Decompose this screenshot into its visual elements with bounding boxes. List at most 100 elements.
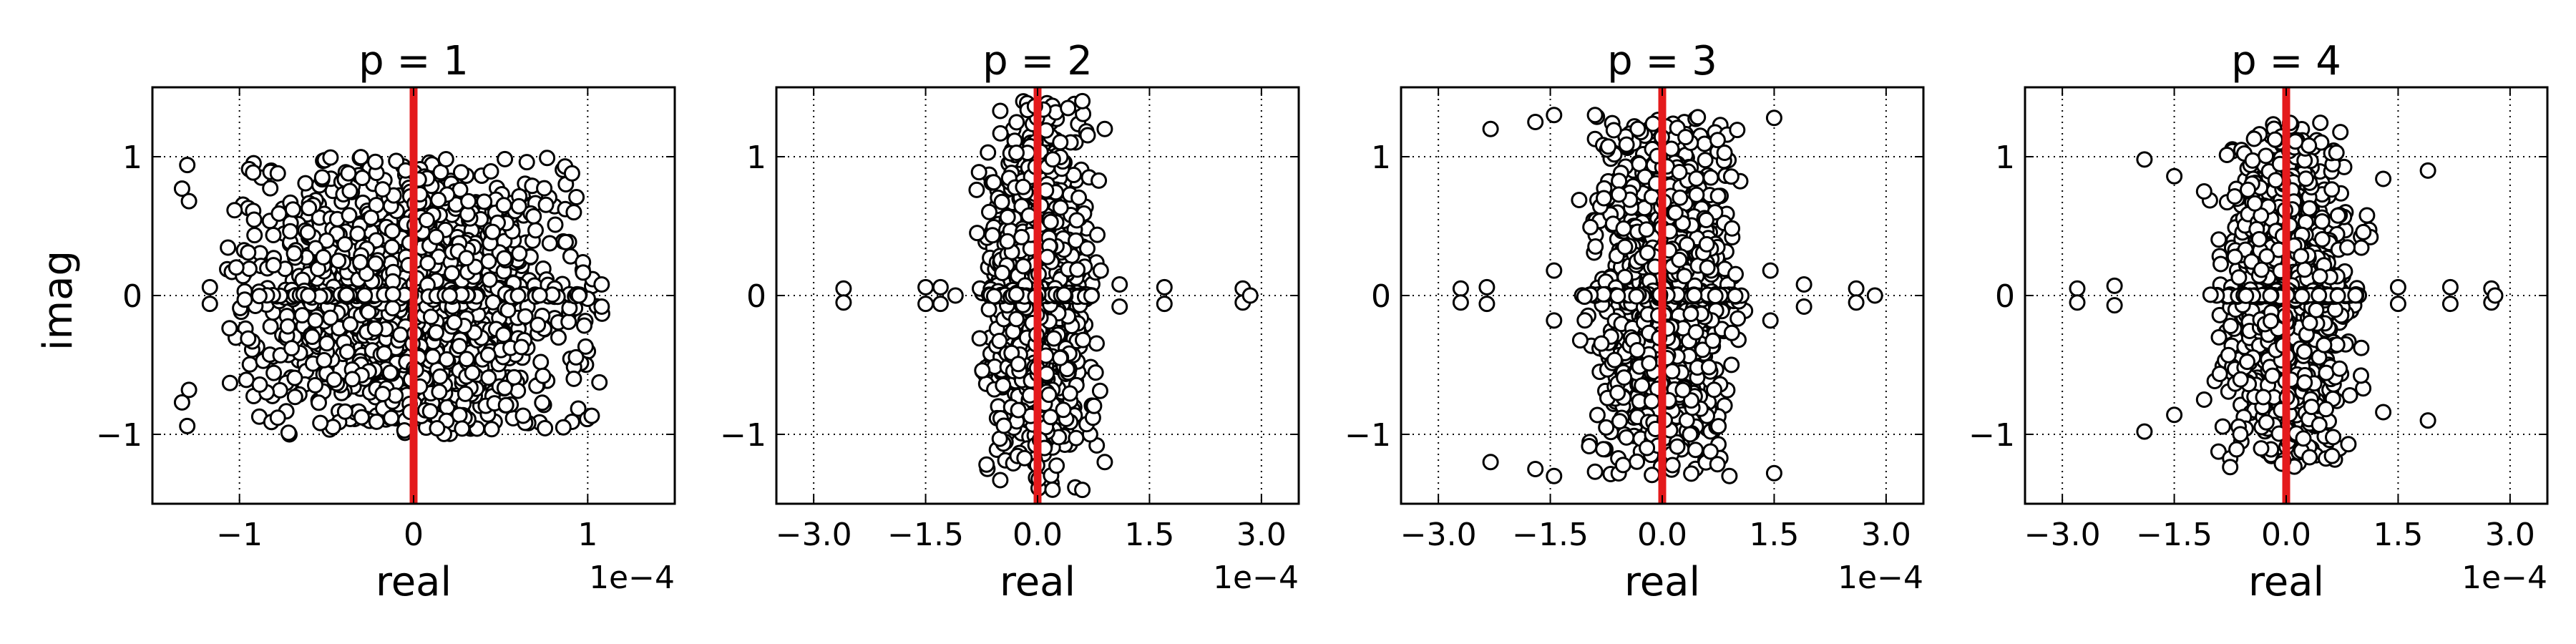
data-point xyxy=(992,125,1009,142)
data-point xyxy=(565,370,582,387)
data-point xyxy=(1694,341,1711,358)
data-point xyxy=(532,353,550,371)
data-point xyxy=(179,417,196,434)
data-point xyxy=(484,223,501,240)
data-point xyxy=(995,377,1012,394)
data-point xyxy=(511,245,528,262)
data-point xyxy=(367,255,384,272)
y-tick-label: −1 xyxy=(720,417,766,454)
data-point xyxy=(496,379,513,396)
data-point xyxy=(1068,212,1085,229)
data-point xyxy=(1700,358,1717,376)
data-point xyxy=(1088,335,1105,352)
data-point xyxy=(312,414,329,431)
data-point xyxy=(1664,457,1681,474)
data-point xyxy=(981,203,997,220)
data-point xyxy=(430,191,447,208)
data-point xyxy=(1589,406,1606,424)
data-point xyxy=(1795,276,1813,293)
data-point xyxy=(978,456,995,473)
y-tick-label: 0 xyxy=(122,278,142,315)
data-point xyxy=(1042,409,1059,426)
x-tick-label: −1.5 xyxy=(887,517,964,553)
data-point xyxy=(531,287,548,304)
data-point xyxy=(2318,364,2335,381)
data-point xyxy=(1546,262,1563,279)
data-point xyxy=(985,174,1002,191)
x-offset-text: 1e−4 xyxy=(589,560,675,596)
data-point xyxy=(1677,129,1694,146)
data-point xyxy=(1060,99,1077,117)
data-point xyxy=(1610,186,1627,203)
data-point xyxy=(497,150,514,167)
data-point xyxy=(1013,228,1030,245)
x-tick-label: −1.5 xyxy=(1512,517,1589,553)
data-point xyxy=(1096,454,1113,471)
y-tick-label: −1 xyxy=(96,417,142,454)
data-point xyxy=(271,381,288,399)
data-point xyxy=(384,238,401,255)
data-point xyxy=(1702,169,1719,186)
data-point xyxy=(1721,467,1738,484)
data-point xyxy=(201,296,218,313)
data-point xyxy=(1576,312,1594,329)
data-point xyxy=(970,164,987,181)
data-point xyxy=(1015,258,1032,275)
data-point xyxy=(464,364,481,381)
data-point xyxy=(1724,220,1740,237)
data-point xyxy=(980,144,997,161)
data-point xyxy=(1616,238,1634,255)
x-axis-label: real xyxy=(1624,559,1700,605)
data-point xyxy=(343,371,361,388)
data-point xyxy=(1478,278,1496,296)
data-point xyxy=(236,291,253,308)
data-point xyxy=(1586,107,1604,124)
data-point xyxy=(1069,261,1086,278)
data-point xyxy=(971,330,988,347)
data-point xyxy=(396,422,413,439)
x-tick-label: 3.0 xyxy=(1236,517,1287,553)
data-point xyxy=(1634,377,1651,394)
data-point xyxy=(1527,461,1544,477)
data-point xyxy=(1669,438,1686,455)
data-point xyxy=(1697,152,1714,169)
data-point xyxy=(1008,286,1025,303)
data-point xyxy=(1682,426,1699,443)
data-point xyxy=(1848,294,1865,311)
data-point xyxy=(835,294,852,311)
data-point xyxy=(1676,268,1693,285)
data-point xyxy=(286,369,303,386)
data-point xyxy=(307,376,323,394)
data-point xyxy=(315,249,332,265)
data-point xyxy=(220,239,237,256)
data-point xyxy=(1686,287,1703,304)
data-point xyxy=(497,396,514,414)
data-point xyxy=(2214,418,2231,435)
x-tick-label: −3.0 xyxy=(776,517,852,553)
data-point xyxy=(1546,312,1563,329)
data-point xyxy=(480,253,497,270)
data-point xyxy=(969,225,986,242)
data-point xyxy=(1671,164,1688,180)
data-point xyxy=(299,224,316,241)
data-point xyxy=(1709,132,1726,149)
data-point xyxy=(367,153,384,170)
data-point xyxy=(1061,385,1078,402)
data-point xyxy=(536,180,553,197)
data-point xyxy=(1727,288,1744,305)
data-point xyxy=(201,278,218,296)
data-point xyxy=(431,368,449,385)
data-point xyxy=(342,316,358,333)
data-point xyxy=(349,225,366,243)
data-point xyxy=(947,287,964,304)
data-point xyxy=(1611,172,1628,190)
data-point xyxy=(1628,288,1645,305)
data-point xyxy=(1762,312,1779,329)
data-point xyxy=(1697,212,1714,228)
data-point xyxy=(458,250,475,267)
data-point xyxy=(570,287,587,304)
data-point xyxy=(1010,401,1027,419)
x-tick-label: 0.0 xyxy=(1013,517,1063,553)
x-offset-text: 1e−4 xyxy=(1213,560,1299,596)
data-point xyxy=(932,278,949,296)
